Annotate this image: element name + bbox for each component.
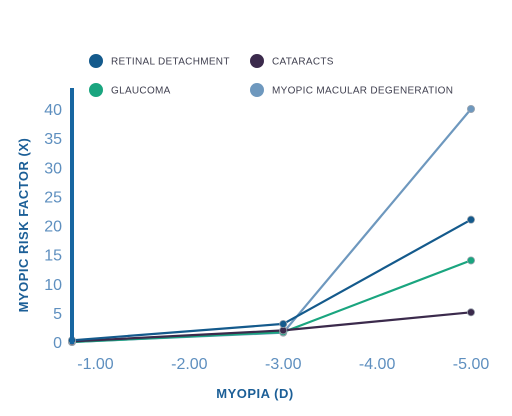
series-points [68,105,475,346]
series-line [70,259,473,344]
legend-marker [250,54,264,68]
y-axis-label: MYOPIC RISK FACTOR (X) [16,138,31,313]
legend-label: CATARACTS [272,57,334,68]
x-tick-label: -3.00 [265,356,302,373]
legend-label: GLAUCOMA [111,86,171,97]
legend-marker [250,83,264,97]
y-axis-ticks: 0 5 10 15 20 25 30 35 40 [44,102,62,352]
y-tick-label: 5 [53,306,62,323]
x-axis-label: MYOPIA (D) [216,386,293,401]
y-tick-label: 25 [44,189,62,206]
series-lines [70,107,473,344]
x-tick-label: -1.00 [77,356,114,373]
data-point [466,105,475,114]
x-axis-ticks: -1.00 -2.00 -3.00 -4.00 -5.00 [77,356,489,373]
legend-marker [89,54,103,68]
x-tick-label: -5.00 [453,356,490,373]
data-point [466,256,475,265]
y-tick-label: 40 [44,102,62,119]
y-tick-label: 20 [44,219,62,236]
series-line [70,218,473,342]
legend-item: GLAUCOMA [89,83,171,97]
legend-item: CATARACTS [250,54,334,68]
y-tick-label: 30 [44,160,62,177]
series-line [70,311,473,343]
y-tick-label: 15 [44,248,62,265]
legend-label: MYOPIC MACULAR DEGENERATION [272,86,453,97]
legend-marker [89,83,103,97]
x-tick-label: -4.00 [359,356,396,373]
data-point [466,308,475,317]
legend: RETINAL DETACHMENT CATARACTS GLAUCOMA MYOPI… [89,54,453,97]
data-point [466,215,475,224]
legend-item: RETINAL DETACHMENT [89,54,230,68]
y-tick-label: 0 [53,335,62,352]
legend-item: MYOPIC MACULAR DEGENERATION [250,83,453,97]
y-tick-label: 35 [44,131,62,148]
x-tick-label: -2.00 [171,356,208,373]
series-line [70,107,473,344]
data-point [279,319,288,328]
y-tick-label: 10 [44,277,62,294]
legend-label: RETINAL DETACHMENT [111,57,230,68]
